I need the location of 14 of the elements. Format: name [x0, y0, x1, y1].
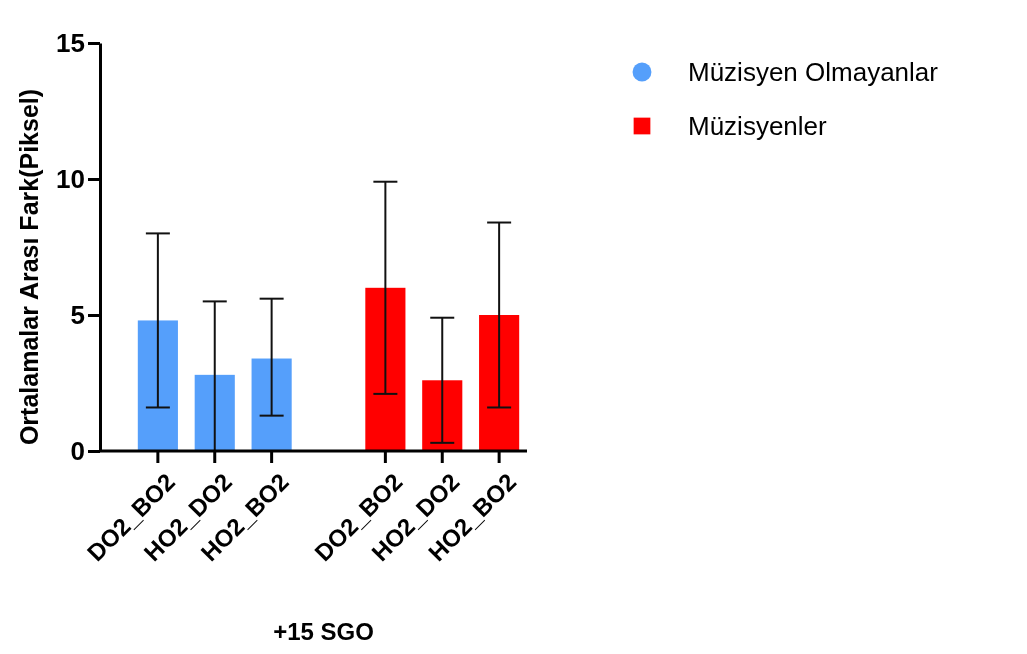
y-tick-label: 0 [70, 435, 85, 466]
legend-label: Müzisyen Olmayanlar [688, 57, 939, 87]
bar [137, 320, 178, 451]
bar [479, 315, 520, 451]
bar [365, 287, 406, 451]
legend-label: Müzisyenler [688, 111, 828, 141]
y-tick-label: 5 [70, 299, 85, 330]
y-tick-label: 10 [56, 163, 85, 194]
y-tick-label: 15 [56, 27, 85, 58]
bar [422, 380, 463, 451]
bar [194, 374, 235, 451]
x-axis-title: +15 SGO [273, 618, 374, 645]
y-axis-title: Ortalamalar Arası Fark(Piksel) [15, 88, 43, 446]
bar [251, 358, 292, 451]
